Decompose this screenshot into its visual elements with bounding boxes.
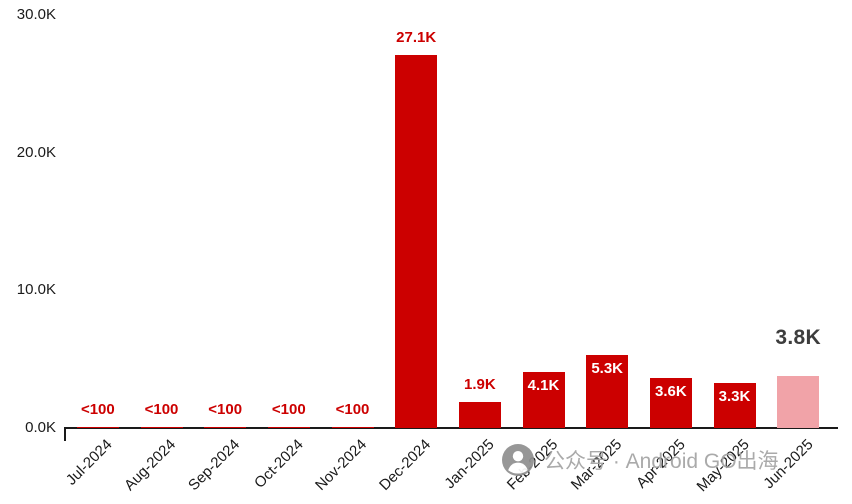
bar-value-label: 3.8K xyxy=(775,325,821,349)
bar-value-label: 3.6K xyxy=(654,383,687,401)
x-axis-label: Dec-2024 xyxy=(376,436,435,495)
bar-value-label: <100 xyxy=(144,400,179,418)
wechat-official-account-icon xyxy=(502,444,534,476)
watermark-text: 公众号 · Android GO出海 xyxy=(544,450,779,473)
bar-value-label: 4.1K xyxy=(527,376,560,394)
x-axis-label: Oct-2024 xyxy=(251,436,307,492)
y-tick-label: 20.0K xyxy=(16,143,56,161)
bar-value-label: 3.3K xyxy=(718,387,751,405)
y-tick-label: 10.0K xyxy=(16,281,56,299)
bar-nov-2024 xyxy=(331,426,374,428)
x-axis-label: Jan-2025 xyxy=(441,436,498,493)
x-axis-label: Aug-2024 xyxy=(121,436,180,495)
bar-value-label: <100 xyxy=(335,400,370,418)
bar-jan-2025 xyxy=(458,401,501,428)
bar-value-label: 5.3K xyxy=(591,360,623,378)
bar-dec-2024 xyxy=(395,54,438,428)
x-axis-label: Jul-2024 xyxy=(63,436,116,489)
bar-sep-2024 xyxy=(204,426,247,428)
bar-oct-2024 xyxy=(267,426,310,428)
bar-apr-2025 xyxy=(649,378,692,428)
bar-value-label: 27.1K xyxy=(396,28,437,46)
bar-aug-2024 xyxy=(140,426,183,428)
plot-area: <100 <100 <100 <100 <100 27.1K 1.9K 4.1K 5.3K 3.6… xyxy=(64,15,838,441)
y-tick-label: 30.0K xyxy=(16,6,56,23)
bar-jul-2024 xyxy=(76,426,119,428)
bar-value-label: <100 xyxy=(271,400,306,418)
bar-value-label: <100 xyxy=(80,400,115,418)
x-axis-line xyxy=(64,427,838,429)
y-tick-label: 0.0K xyxy=(25,419,56,436)
bar-may-2025 xyxy=(713,382,756,428)
bar-value-label: <100 xyxy=(208,400,243,418)
bar-value-label: 1.9K xyxy=(463,375,496,393)
bar-jun-2025 xyxy=(777,375,820,428)
bar-feb-2025 xyxy=(522,371,565,428)
bar-mar-2025 xyxy=(586,355,629,428)
x-axis-label: Nov-2024 xyxy=(312,436,371,495)
x-axis-label: Sep-2024 xyxy=(185,436,244,495)
x-axis-left-tick xyxy=(64,429,66,441)
watermark: 公众号 · Android GO出海 xyxy=(502,444,779,476)
